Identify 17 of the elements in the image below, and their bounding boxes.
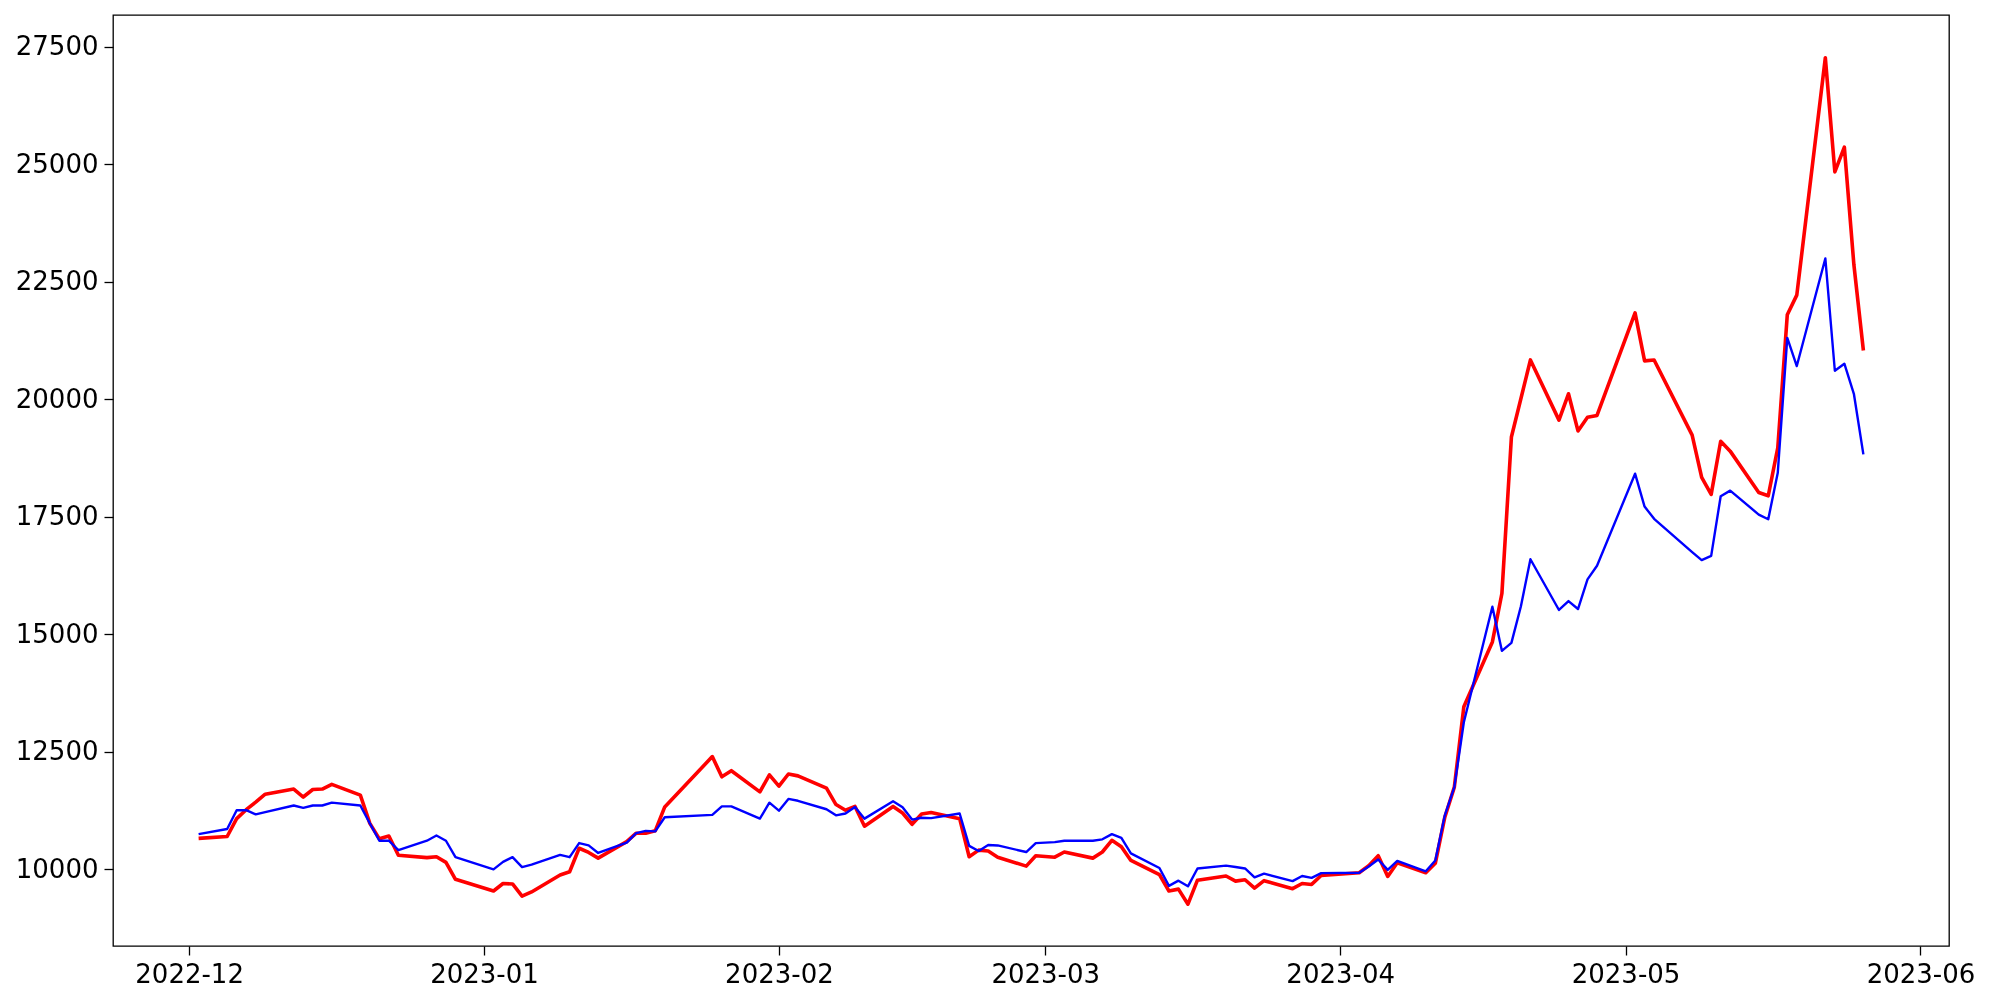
line-series [197, 257, 1865, 888]
y-tick-label: 12500 [15, 736, 99, 767]
x-tick-label: 2023-02 [725, 958, 834, 989]
x-tick-label: 2023-01 [430, 958, 539, 989]
line-series [196, 55, 1866, 906]
y-tick-label: 15000 [15, 618, 99, 649]
y-tick-label: 17500 [15, 501, 99, 532]
y-tick-label: 25000 [15, 148, 99, 179]
x-tick-label: 2023-05 [1571, 958, 1681, 989]
x-tick-label: 2023-06 [1866, 958, 1976, 989]
y-tick-label: 22500 [15, 266, 99, 297]
y-tick-label: 27500 [15, 31, 99, 62]
y-tick-label: 20000 [15, 383, 99, 414]
x-tick-label: 2023-04 [1286, 958, 1395, 989]
x-tick-label: 2023-03 [991, 958, 1101, 989]
x-tick-label: 2022-12 [135, 958, 244, 989]
y-tick-label: 10000 [15, 853, 99, 884]
